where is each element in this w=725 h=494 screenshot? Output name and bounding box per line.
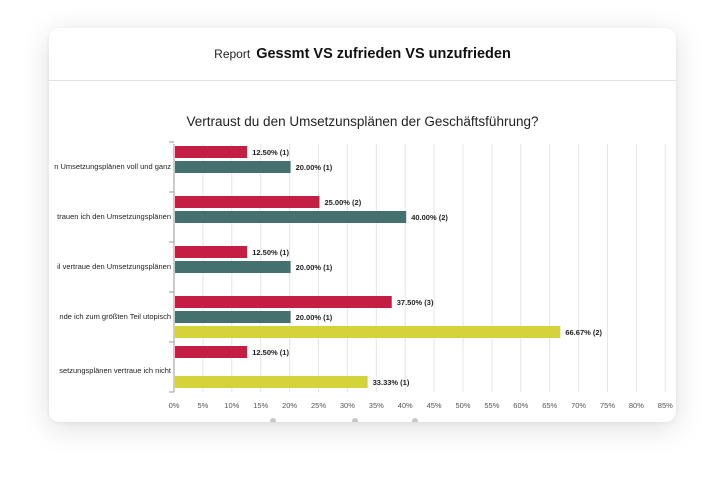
bar [175, 346, 248, 358]
x-tick-label: 5% [197, 401, 208, 410]
bar [175, 246, 248, 258]
legend-marker-icon [270, 418, 276, 422]
report-label: Report [214, 47, 251, 61]
data-label: 12.50% (1) [252, 148, 289, 157]
x-tick-label: 15% [253, 401, 268, 410]
x-tick-label: 80% [629, 401, 644, 410]
x-tick-label: 85% [658, 401, 673, 410]
x-tick-label: 75% [600, 401, 615, 410]
legend-marker-icon [412, 418, 418, 422]
report-card: Report Gessmt VS zufrieden VS unzufriede… [49, 28, 676, 422]
bar [175, 326, 561, 338]
legend-marker-icon [352, 418, 358, 422]
bar [175, 376, 368, 388]
bar [175, 146, 248, 158]
x-tick-label: 30% [340, 401, 355, 410]
x-tick-label: 60% [513, 401, 528, 410]
data-label: 20.00% (1) [296, 263, 333, 272]
data-label: 40.00% (2) [411, 213, 448, 222]
category-label: setzungsplänen vertraue ich nicht [59, 366, 172, 375]
category-label: n Umsetzungsplänen voll und ganz [54, 162, 171, 171]
x-tick-label: 20% [282, 401, 297, 410]
x-tick-label: 65% [542, 401, 557, 410]
bar [175, 296, 392, 308]
x-tick-label: 40% [398, 401, 413, 410]
category-label: il vertraue den Umsetzungsplänen [57, 262, 171, 271]
data-label: 37.50% (3) [397, 298, 434, 307]
data-label: 25.00% (2) [325, 198, 362, 207]
report-title: Gessmt VS zufrieden VS unzufrieden [256, 46, 511, 62]
data-label: 20.00% (1) [296, 163, 333, 172]
category-label: nde ich zum größten Teil utopisch [59, 312, 171, 321]
x-tick-label: 25% [311, 401, 326, 410]
x-tick-label: 50% [455, 401, 470, 410]
bar [175, 311, 291, 323]
x-tick-label: 55% [484, 401, 499, 410]
x-tick-label: 0% [169, 401, 180, 410]
x-tick-label: 35% [369, 401, 384, 410]
x-tick-label: 70% [571, 401, 586, 410]
x-tick-label: 10% [224, 401, 239, 410]
category-label: trauen ich den Umsetzungsplänen [57, 212, 171, 221]
data-label: 33.33% (1) [373, 378, 410, 387]
bar [175, 261, 291, 273]
x-tick-label: 45% [427, 401, 442, 410]
bar [175, 161, 291, 173]
chart-title: Vertraust du den Umsetzunsplänen der Ges… [186, 114, 539, 129]
data-label: 12.50% (1) [252, 348, 289, 357]
bar-chart: 0% 5% 10% 15% 20% 25% 30% 35% 40% 45% 50% 55% 60% 65%… [54, 141, 673, 422]
bar [175, 211, 407, 223]
data-label: 12.50% (1) [252, 248, 289, 257]
bar [175, 196, 320, 208]
data-label: 20.00% (1) [296, 313, 333, 322]
data-label: 66.67% (2) [565, 328, 602, 337]
report-header: Report Gessmt VS zufrieden VS unzufriede… [49, 28, 676, 81]
